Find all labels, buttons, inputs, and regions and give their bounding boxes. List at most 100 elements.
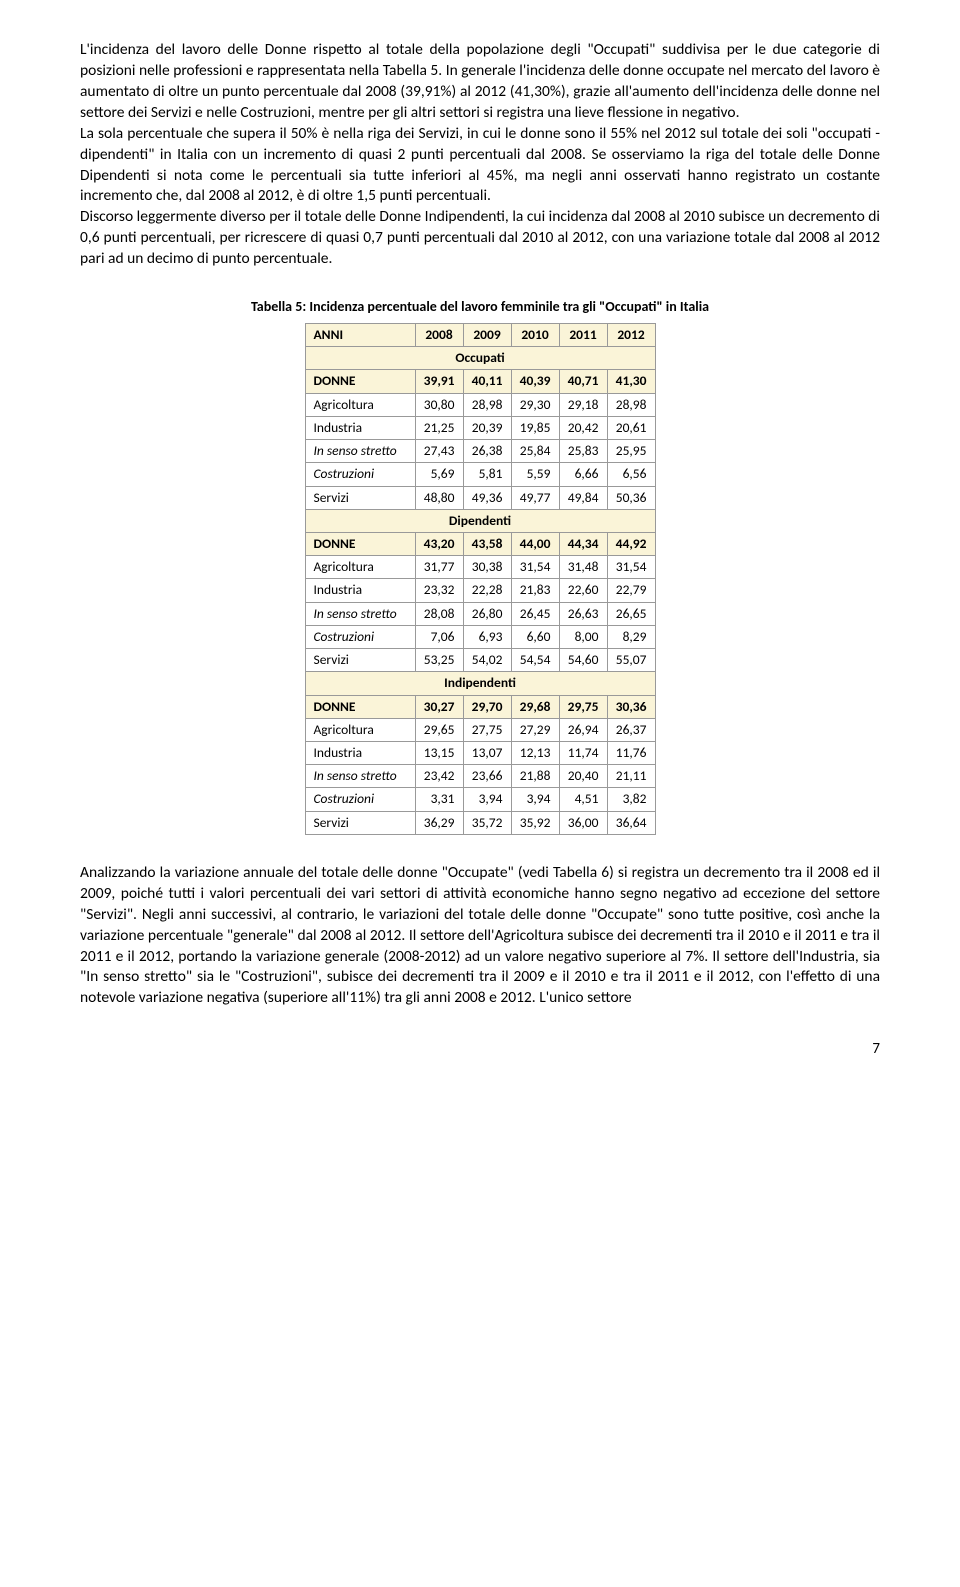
- cell-value: 31,54: [607, 556, 655, 579]
- section-row: Occupati: [305, 347, 655, 370]
- cell-value: 49,36: [463, 486, 511, 509]
- cell-value: 13,07: [463, 741, 511, 764]
- cell-value: 3,94: [463, 788, 511, 811]
- table-caption: Tabella 5: Incidenza percentuale del lav…: [80, 298, 880, 317]
- table-row: DONNE30,2729,7029,6829,7530,36: [305, 695, 655, 718]
- table-header-row: ANNI20082009201020112012: [305, 324, 655, 347]
- section-row: Dipendenti: [305, 509, 655, 532]
- year-header: 2009: [463, 324, 511, 347]
- cell-value: 31,48: [559, 556, 607, 579]
- cell-value: 26,38: [463, 440, 511, 463]
- cell-value: 29,18: [559, 393, 607, 416]
- table-row: DONNE43,2043,5844,0044,3444,92: [305, 533, 655, 556]
- row-label: Agricoltura: [305, 718, 415, 741]
- cell-value: 12,13: [511, 741, 559, 764]
- cell-value: 36,64: [607, 811, 655, 834]
- table-row: Costruzioni5,695,815,596,666,56: [305, 463, 655, 486]
- cell-value: 22,79: [607, 579, 655, 602]
- cell-value: 7,06: [415, 625, 463, 648]
- section-row: Indipendenti: [305, 672, 655, 695]
- section-title: Indipendenti: [305, 672, 655, 695]
- section-title: Occupati: [305, 347, 655, 370]
- cell-value: 22,60: [559, 579, 607, 602]
- cell-value: 29,30: [511, 393, 559, 416]
- table-row: Agricoltura29,6527,7527,2926,9426,37: [305, 718, 655, 741]
- table-row: Costruzioni3,313,943,944,513,82: [305, 788, 655, 811]
- cell-value: 19,85: [511, 416, 559, 439]
- cell-value: 54,54: [511, 649, 559, 672]
- table-row: Servizi36,2935,7235,9236,0036,64: [305, 811, 655, 834]
- cell-value: 54,60: [559, 649, 607, 672]
- cell-value: 25,84: [511, 440, 559, 463]
- cell-value: 30,27: [415, 695, 463, 718]
- cell-value: 49,84: [559, 486, 607, 509]
- cell-value: 21,83: [511, 579, 559, 602]
- cell-value: 40,39: [511, 370, 559, 393]
- row-label: In senso stretto: [305, 765, 415, 788]
- section-title: Dipendenti: [305, 509, 655, 532]
- row-label: In senso stretto: [305, 602, 415, 625]
- cell-value: 23,66: [463, 765, 511, 788]
- cell-value: 44,34: [559, 533, 607, 556]
- table-row: Servizi48,8049,3649,7749,8450,36: [305, 486, 655, 509]
- cell-value: 54,02: [463, 649, 511, 672]
- year-header: 2011: [559, 324, 607, 347]
- cell-value: 50,36: [607, 486, 655, 509]
- row-label: Industria: [305, 579, 415, 602]
- row-label: In senso stretto: [305, 440, 415, 463]
- row-label: Servizi: [305, 649, 415, 672]
- cell-value: 53,25: [415, 649, 463, 672]
- cell-value: 41,30: [607, 370, 655, 393]
- table-row: In senso stretto28,0826,8026,4526,6326,6…: [305, 602, 655, 625]
- cell-value: 29,65: [415, 718, 463, 741]
- cell-value: 5,81: [463, 463, 511, 486]
- paragraph-1: L'incidenza del lavoro delle Donne rispe…: [80, 40, 880, 124]
- cell-value: 44,92: [607, 533, 655, 556]
- cell-value: 27,43: [415, 440, 463, 463]
- year-header: 2012: [607, 324, 655, 347]
- cell-value: 26,94: [559, 718, 607, 741]
- cell-value: 30,38: [463, 556, 511, 579]
- cell-value: 28,08: [415, 602, 463, 625]
- page-number: 7: [80, 1039, 880, 1059]
- cell-value: 26,63: [559, 602, 607, 625]
- cell-value: 44,00: [511, 533, 559, 556]
- row-label: Costruzioni: [305, 625, 415, 648]
- table-row: Agricoltura31,7730,3831,5431,4831,54: [305, 556, 655, 579]
- cell-value: 39,91: [415, 370, 463, 393]
- cell-value: 3,82: [607, 788, 655, 811]
- cell-value: 35,72: [463, 811, 511, 834]
- cell-value: 30,36: [607, 695, 655, 718]
- col-header-label: ANNI: [305, 324, 415, 347]
- cell-value: 20,42: [559, 416, 607, 439]
- row-label: Agricoltura: [305, 393, 415, 416]
- cell-value: 29,70: [463, 695, 511, 718]
- cell-value: 6,60: [511, 625, 559, 648]
- cell-value: 30,80: [415, 393, 463, 416]
- row-label: Costruzioni: [305, 463, 415, 486]
- cell-value: 36,29: [415, 811, 463, 834]
- cell-value: 29,75: [559, 695, 607, 718]
- row-label: DONNE: [305, 533, 415, 556]
- cell-value: 20,40: [559, 765, 607, 788]
- cell-value: 25,83: [559, 440, 607, 463]
- cell-value: 49,77: [511, 486, 559, 509]
- row-label: Industria: [305, 416, 415, 439]
- paragraph-2: La sola percentuale che supera il 50% è …: [80, 124, 880, 208]
- cell-value: 25,95: [607, 440, 655, 463]
- cell-value: 36,00: [559, 811, 607, 834]
- cell-value: 4,51: [559, 788, 607, 811]
- cell-value: 3,94: [511, 788, 559, 811]
- table-row: DONNE39,9140,1140,3940,7141,30: [305, 370, 655, 393]
- cell-value: 35,92: [511, 811, 559, 834]
- table-row: Costruzioni7,066,936,608,008,29: [305, 625, 655, 648]
- year-header: 2010: [511, 324, 559, 347]
- table-row: Agricoltura30,8028,9829,3029,1828,98: [305, 393, 655, 416]
- cell-value: 28,98: [607, 393, 655, 416]
- cell-value: 43,58: [463, 533, 511, 556]
- cell-value: 13,15: [415, 741, 463, 764]
- cell-value: 23,42: [415, 765, 463, 788]
- row-label: Agricoltura: [305, 556, 415, 579]
- table-row: Industria13,1513,0712,1311,7411,76: [305, 741, 655, 764]
- row-label: DONNE: [305, 370, 415, 393]
